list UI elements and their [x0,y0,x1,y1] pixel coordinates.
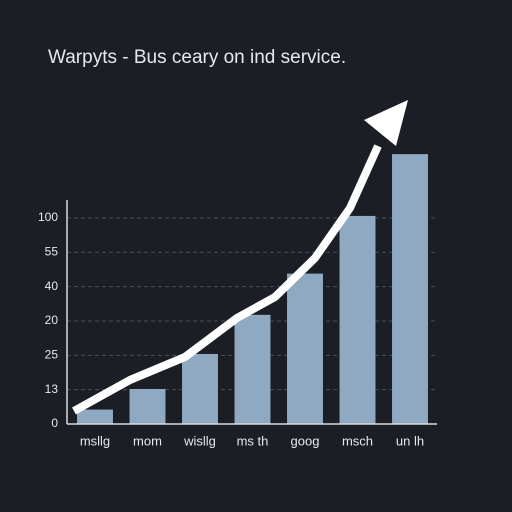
plot-area: 0 13 25 20 40 55 100 msllg mom wisllg ms th goog msc… [38,154,437,448]
y-tick-label: 100 [38,210,58,224]
trend-arrow [72,144,382,415]
x-tick-label: wisllg [183,433,216,448]
bar [287,273,323,424]
x-tick-label: goog [291,433,320,448]
chart-title: Warpyts - Bus ceary on ind service. [48,47,346,68]
bar [339,215,376,424]
x-tick-label: ms th [237,433,269,448]
trend-arrow-head [364,100,408,146]
x-tick-label: msch [342,433,373,448]
bar [234,314,271,424]
y-tick-label: 55 [45,245,59,259]
y-tick-label: 13 [45,382,59,396]
x-tick-label: mom [133,433,162,448]
y-tick-label: 0 [51,416,58,430]
y-tick-label: 20 [45,313,59,327]
y-tick-label: 40 [45,279,59,293]
y-tick-label: 25 [45,348,59,362]
x-tick-label: msllg [80,433,110,448]
bar [182,353,218,424]
bar [77,409,113,424]
bar [392,154,428,424]
bar [129,388,166,424]
x-tick-label: un lh [396,433,424,448]
